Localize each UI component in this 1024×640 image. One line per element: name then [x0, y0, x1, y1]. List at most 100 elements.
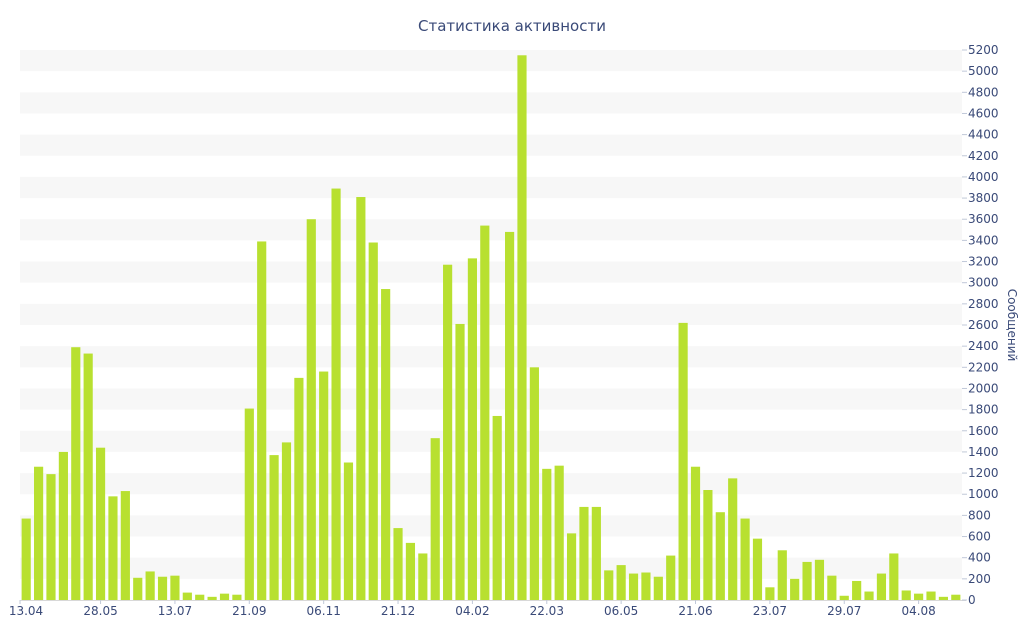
bar[interactable] [34, 466, 44, 600]
y-tick-label: 4000 [968, 170, 999, 184]
bar[interactable] [926, 591, 936, 600]
bar[interactable] [802, 561, 812, 600]
bar[interactable] [207, 596, 217, 600]
y-tick-label: 1400 [968, 445, 999, 459]
bar[interactable] [46, 474, 56, 600]
bar[interactable] [219, 593, 230, 600]
bar[interactable] [294, 377, 304, 600]
bar[interactable] [591, 506, 601, 600]
bar[interactable] [306, 219, 316, 601]
bar[interactable] [529, 367, 539, 600]
bar[interactable] [182, 592, 192, 600]
y-tick-label: 2000 [968, 381, 999, 395]
y-tick-label: 0 [968, 593, 976, 607]
bar[interactable] [703, 490, 713, 600]
bar[interactable] [566, 533, 577, 600]
bar[interactable] [505, 231, 515, 601]
bar[interactable] [889, 553, 899, 600]
bar[interactable] [443, 264, 453, 600]
x-tick-label: 23.07 [753, 604, 787, 618]
bar[interactable] [517, 55, 527, 601]
bar[interactable] [108, 496, 118, 600]
bar[interactable] [777, 550, 787, 600]
bar[interactable] [368, 242, 378, 601]
bar[interactable] [120, 491, 130, 600]
bar[interactable] [343, 462, 354, 601]
y-tick-label: 3600 [968, 212, 999, 226]
grid-band [20, 261, 962, 283]
bar[interactable] [480, 225, 490, 600]
bar-series [21, 55, 961, 601]
bar[interactable] [393, 528, 403, 600]
bar[interactable] [876, 573, 887, 600]
bar[interactable] [616, 565, 626, 600]
y-tick-label: 1000 [968, 487, 999, 501]
bar[interactable] [542, 468, 552, 600]
y-tick-label: 3800 [968, 191, 999, 205]
bar[interactable] [430, 438, 440, 600]
bar[interactable] [232, 594, 242, 600]
bar[interactable] [133, 577, 143, 600]
bar[interactable] [864, 591, 874, 600]
bar[interactable] [579, 506, 589, 600]
y-tick-label: 3200 [968, 255, 999, 269]
bar[interactable] [356, 197, 366, 600]
bar[interactable] [58, 451, 68, 600]
bar[interactable] [641, 572, 651, 601]
bar[interactable] [381, 289, 391, 600]
bar[interactable] [790, 578, 800, 600]
bar[interactable] [690, 466, 701, 600]
y-tick-label: 2200 [968, 360, 999, 374]
bar[interactable] [145, 571, 155, 600]
bar[interactable] [418, 553, 428, 600]
bar[interactable] [83, 353, 93, 600]
bar[interactable] [653, 576, 663, 600]
bar[interactable] [852, 580, 862, 600]
bar[interactable] [728, 478, 738, 600]
bar[interactable] [678, 322, 688, 600]
bar[interactable] [157, 576, 168, 600]
grid-band [20, 219, 962, 241]
bar[interactable] [914, 593, 924, 600]
grid-band [20, 134, 962, 156]
bar[interactable] [827, 575, 837, 600]
bar[interactable] [715, 512, 725, 600]
bar[interactable] [21, 518, 31, 600]
bar[interactable] [765, 587, 775, 600]
bar[interactable] [95, 447, 106, 600]
bar[interactable] [938, 596, 948, 600]
bar[interactable] [604, 570, 614, 600]
bar[interactable] [455, 323, 465, 600]
bar[interactable] [628, 573, 639, 600]
bar[interactable] [71, 347, 81, 600]
bar[interactable] [951, 594, 961, 600]
bar[interactable] [281, 442, 292, 600]
bar[interactable] [319, 371, 329, 600]
chart-title: Статистика активности [418, 17, 606, 35]
bar[interactable] [405, 542, 416, 600]
y-tick-label: 2600 [968, 318, 999, 332]
x-tick-label: 29.07 [827, 604, 861, 618]
bar[interactable] [492, 415, 502, 600]
y-tick-label: 1600 [968, 424, 999, 438]
grid-band [20, 346, 962, 368]
bar[interactable] [814, 559, 825, 600]
bar[interactable] [257, 241, 267, 600]
y-tick-label: 4400 [968, 128, 999, 142]
bar[interactable] [666, 555, 676, 600]
bar[interactable] [244, 408, 254, 600]
x-tick-label: 06.05 [604, 604, 638, 618]
bar[interactable] [740, 518, 750, 600]
bar[interactable] [195, 594, 205, 600]
bar[interactable] [901, 590, 911, 600]
bar[interactable] [554, 465, 564, 600]
y-tick-label: 3000 [968, 276, 999, 290]
bar[interactable] [331, 188, 341, 600]
bar[interactable] [467, 258, 477, 600]
bar[interactable] [839, 595, 849, 600]
bar[interactable] [170, 575, 180, 600]
y-axis-label: Сообщений [1005, 289, 1019, 362]
bar[interactable] [752, 538, 763, 600]
bar[interactable] [269, 455, 279, 600]
y-tick-label: 5200 [968, 43, 999, 57]
